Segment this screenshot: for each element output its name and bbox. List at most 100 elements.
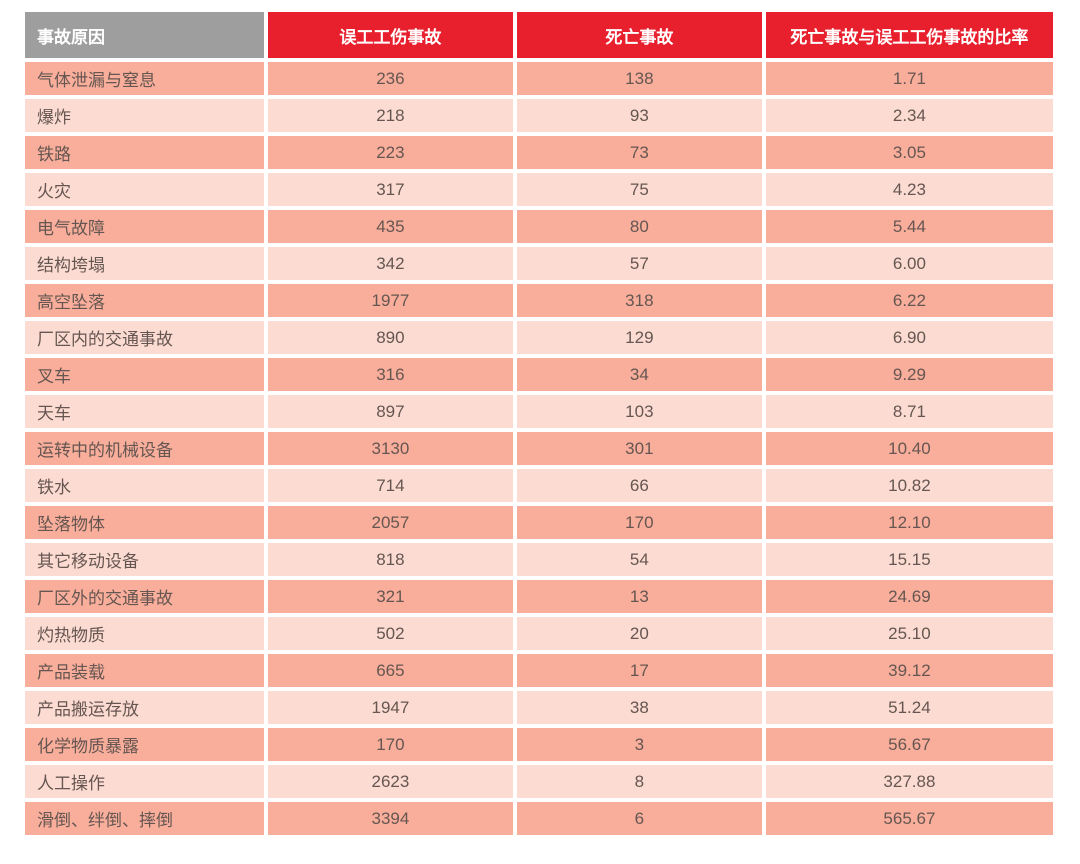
page: 事故原因 误工工伤事故 死亡事故 死亡事故与误工工伤事故的比率 气体泄漏与窒息 2… <box>21 8 1057 839</box>
ratio-cell: 9.29 <box>765 358 1053 391</box>
cause-cell: 高空坠落 <box>25 284 264 317</box>
lost-time-cell: 170 <box>267 728 513 761</box>
fatal-cell: 170 <box>516 506 762 539</box>
fatal-cell: 8 <box>516 765 762 798</box>
table-row: 火灾 317 75 4.23 <box>25 173 1053 206</box>
ratio-cell: 10.40 <box>765 432 1053 465</box>
fatal-cell: 318 <box>516 284 762 317</box>
lost-time-cell: 3394 <box>267 802 513 835</box>
cause-cell: 人工操作 <box>25 765 264 798</box>
table-row: 厂区内的交通事故 890 129 6.90 <box>25 321 1053 354</box>
cause-cell: 铁水 <box>25 469 264 502</box>
cause-cell: 厂区外的交通事故 <box>25 580 264 613</box>
cause-cell: 铁路 <box>25 136 264 169</box>
ratio-cell: 1.71 <box>765 62 1053 95</box>
fatal-cell: 93 <box>516 99 762 132</box>
ratio-cell: 12.10 <box>765 506 1053 539</box>
cause-cell: 产品搬运存放 <box>25 691 264 724</box>
fatal-cell: 20 <box>516 617 762 650</box>
cause-cell: 其它移动设备 <box>25 543 264 576</box>
ratio-cell: 4.23 <box>765 173 1053 206</box>
cause-cell: 气体泄漏与窒息 <box>25 62 264 95</box>
ratio-cell: 565.67 <box>765 802 1053 835</box>
table-row: 叉车 316 34 9.29 <box>25 358 1053 391</box>
lost-time-cell: 2623 <box>267 765 513 798</box>
table-row: 运转中的机械设备 3130 301 10.40 <box>25 432 1053 465</box>
ratio-cell: 2.34 <box>765 99 1053 132</box>
lost-time-cell: 897 <box>267 395 513 428</box>
ratio-cell: 51.24 <box>765 691 1053 724</box>
fatal-cell: 6 <box>516 802 762 835</box>
column-header-cause: 事故原因 <box>25 12 264 58</box>
table-row: 其它移动设备 818 54 15.15 <box>25 543 1053 576</box>
fatal-cell: 38 <box>516 691 762 724</box>
fatal-cell: 73 <box>516 136 762 169</box>
ratio-cell: 39.12 <box>765 654 1053 687</box>
column-header-lost-time-injuries: 误工工伤事故 <box>267 12 513 58</box>
fatal-cell: 80 <box>516 210 762 243</box>
lost-time-cell: 321 <box>267 580 513 613</box>
fatal-cell: 75 <box>516 173 762 206</box>
cause-cell: 天车 <box>25 395 264 428</box>
ratio-cell: 8.71 <box>765 395 1053 428</box>
table-row: 灼热物质 502 20 25.10 <box>25 617 1053 650</box>
ratio-cell: 6.90 <box>765 321 1053 354</box>
lost-time-cell: 818 <box>267 543 513 576</box>
lost-time-cell: 502 <box>267 617 513 650</box>
table-row: 气体泄漏与窒息 236 138 1.71 <box>25 62 1053 95</box>
column-header-fatal-accidents: 死亡事故 <box>516 12 762 58</box>
lost-time-cell: 1947 <box>267 691 513 724</box>
table-row: 铁水 714 66 10.82 <box>25 469 1053 502</box>
lost-time-cell: 317 <box>267 173 513 206</box>
fatal-cell: 54 <box>516 543 762 576</box>
lost-time-cell: 342 <box>267 247 513 280</box>
cause-cell: 灼热物质 <box>25 617 264 650</box>
cause-cell: 爆炸 <box>25 99 264 132</box>
cause-cell: 运转中的机械设备 <box>25 432 264 465</box>
table-row: 天车 897 103 8.71 <box>25 395 1053 428</box>
lost-time-cell: 223 <box>267 136 513 169</box>
lost-time-cell: 3130 <box>267 432 513 465</box>
fatal-cell: 103 <box>516 395 762 428</box>
lost-time-cell: 2057 <box>267 506 513 539</box>
lost-time-cell: 1977 <box>267 284 513 317</box>
ratio-cell: 25.10 <box>765 617 1053 650</box>
ratio-cell: 6.00 <box>765 247 1053 280</box>
fatal-cell: 129 <box>516 321 762 354</box>
table-row: 爆炸 218 93 2.34 <box>25 99 1053 132</box>
table-row: 化学物质暴露 170 3 56.67 <box>25 728 1053 761</box>
table-row: 产品装载 665 17 39.12 <box>25 654 1053 687</box>
fatal-cell: 34 <box>516 358 762 391</box>
fatal-cell: 17 <box>516 654 762 687</box>
cause-cell: 滑倒、绊倒、摔倒 <box>25 802 264 835</box>
fatal-cell: 3 <box>516 728 762 761</box>
cause-cell: 结构垮塌 <box>25 247 264 280</box>
fatal-cell: 57 <box>516 247 762 280</box>
column-header-fatal-to-lost-time-ratio: 死亡事故与误工工伤事故的比率 <box>765 12 1053 58</box>
cause-cell: 电气故障 <box>25 210 264 243</box>
table-row: 坠落物体 2057 170 12.10 <box>25 506 1053 539</box>
cause-cell: 产品装载 <box>25 654 264 687</box>
table-row: 铁路 223 73 3.05 <box>25 136 1053 169</box>
table-row: 结构垮塌 342 57 6.00 <box>25 247 1053 280</box>
table-row: 高空坠落 1977 318 6.22 <box>25 284 1053 317</box>
accident-statistics-table: 事故原因 误工工伤事故 死亡事故 死亡事故与误工工伤事故的比率 气体泄漏与窒息 2… <box>21 8 1057 839</box>
cause-cell: 厂区内的交通事故 <box>25 321 264 354</box>
cause-cell: 化学物质暴露 <box>25 728 264 761</box>
lost-time-cell: 435 <box>267 210 513 243</box>
ratio-cell: 10.82 <box>765 469 1053 502</box>
fatal-cell: 138 <box>516 62 762 95</box>
cause-cell: 火灾 <box>25 173 264 206</box>
ratio-cell: 327.88 <box>765 765 1053 798</box>
lost-time-cell: 316 <box>267 358 513 391</box>
table-body: 气体泄漏与窒息 236 138 1.71 爆炸 218 93 2.34 铁路 223 73 3.05 火… <box>25 62 1053 835</box>
lost-time-cell: 218 <box>267 99 513 132</box>
cause-cell: 坠落物体 <box>25 506 264 539</box>
fatal-cell: 13 <box>516 580 762 613</box>
header-row: 事故原因 误工工伤事故 死亡事故 死亡事故与误工工伤事故的比率 <box>25 12 1053 58</box>
ratio-cell: 3.05 <box>765 136 1053 169</box>
ratio-cell: 24.69 <box>765 580 1053 613</box>
ratio-cell: 6.22 <box>765 284 1053 317</box>
ratio-cell: 5.44 <box>765 210 1053 243</box>
table-row: 厂区外的交通事故 321 13 24.69 <box>25 580 1053 613</box>
